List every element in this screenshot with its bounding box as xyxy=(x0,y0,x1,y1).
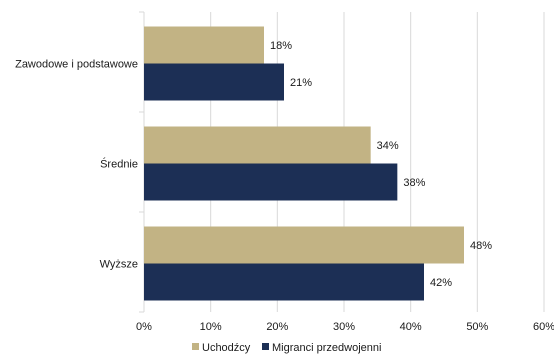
bar xyxy=(144,226,464,264)
x-tick-label: 50% xyxy=(466,321,488,333)
data-labels: 18% 21% 34% 38% 48% 42% xyxy=(270,40,492,289)
bars xyxy=(144,26,464,301)
x-tick-label: 20% xyxy=(266,321,288,333)
data-label: 18% xyxy=(270,40,292,52)
category-label: Wyższe xyxy=(100,259,138,271)
legend-swatch xyxy=(262,343,269,350)
category-labels: Zawodowe i podstawowe Średnie Wyższe xyxy=(15,59,138,271)
legend-label: Uchodźcy xyxy=(202,342,251,354)
bar xyxy=(144,126,371,164)
data-label: 34% xyxy=(377,140,399,152)
x-axis-tick-labels: 0% 10% 20% 30% 40% 50% 60% xyxy=(136,321,554,333)
category-label: Średnie xyxy=(100,158,138,171)
x-tick-label: 10% xyxy=(200,321,222,333)
data-label: 42% xyxy=(430,277,452,289)
data-label: 48% xyxy=(470,240,492,252)
category-label: Zawodowe i podstawowe xyxy=(15,59,138,71)
x-tick-label: 40% xyxy=(400,321,422,333)
data-label: 38% xyxy=(403,177,425,189)
legend-swatch xyxy=(192,343,199,350)
bar xyxy=(144,63,284,101)
bar xyxy=(144,26,264,64)
legend-label: Migranci przedwojenni xyxy=(272,342,381,354)
x-tick-label: 60% xyxy=(533,321,554,333)
bar xyxy=(144,163,398,201)
bar xyxy=(144,263,424,301)
data-label: 21% xyxy=(290,77,312,89)
x-tick-label: 30% xyxy=(333,321,355,333)
legend: Uchodźcy Migranci przedwojenni xyxy=(192,342,381,354)
x-tick-label: 0% xyxy=(136,321,152,333)
